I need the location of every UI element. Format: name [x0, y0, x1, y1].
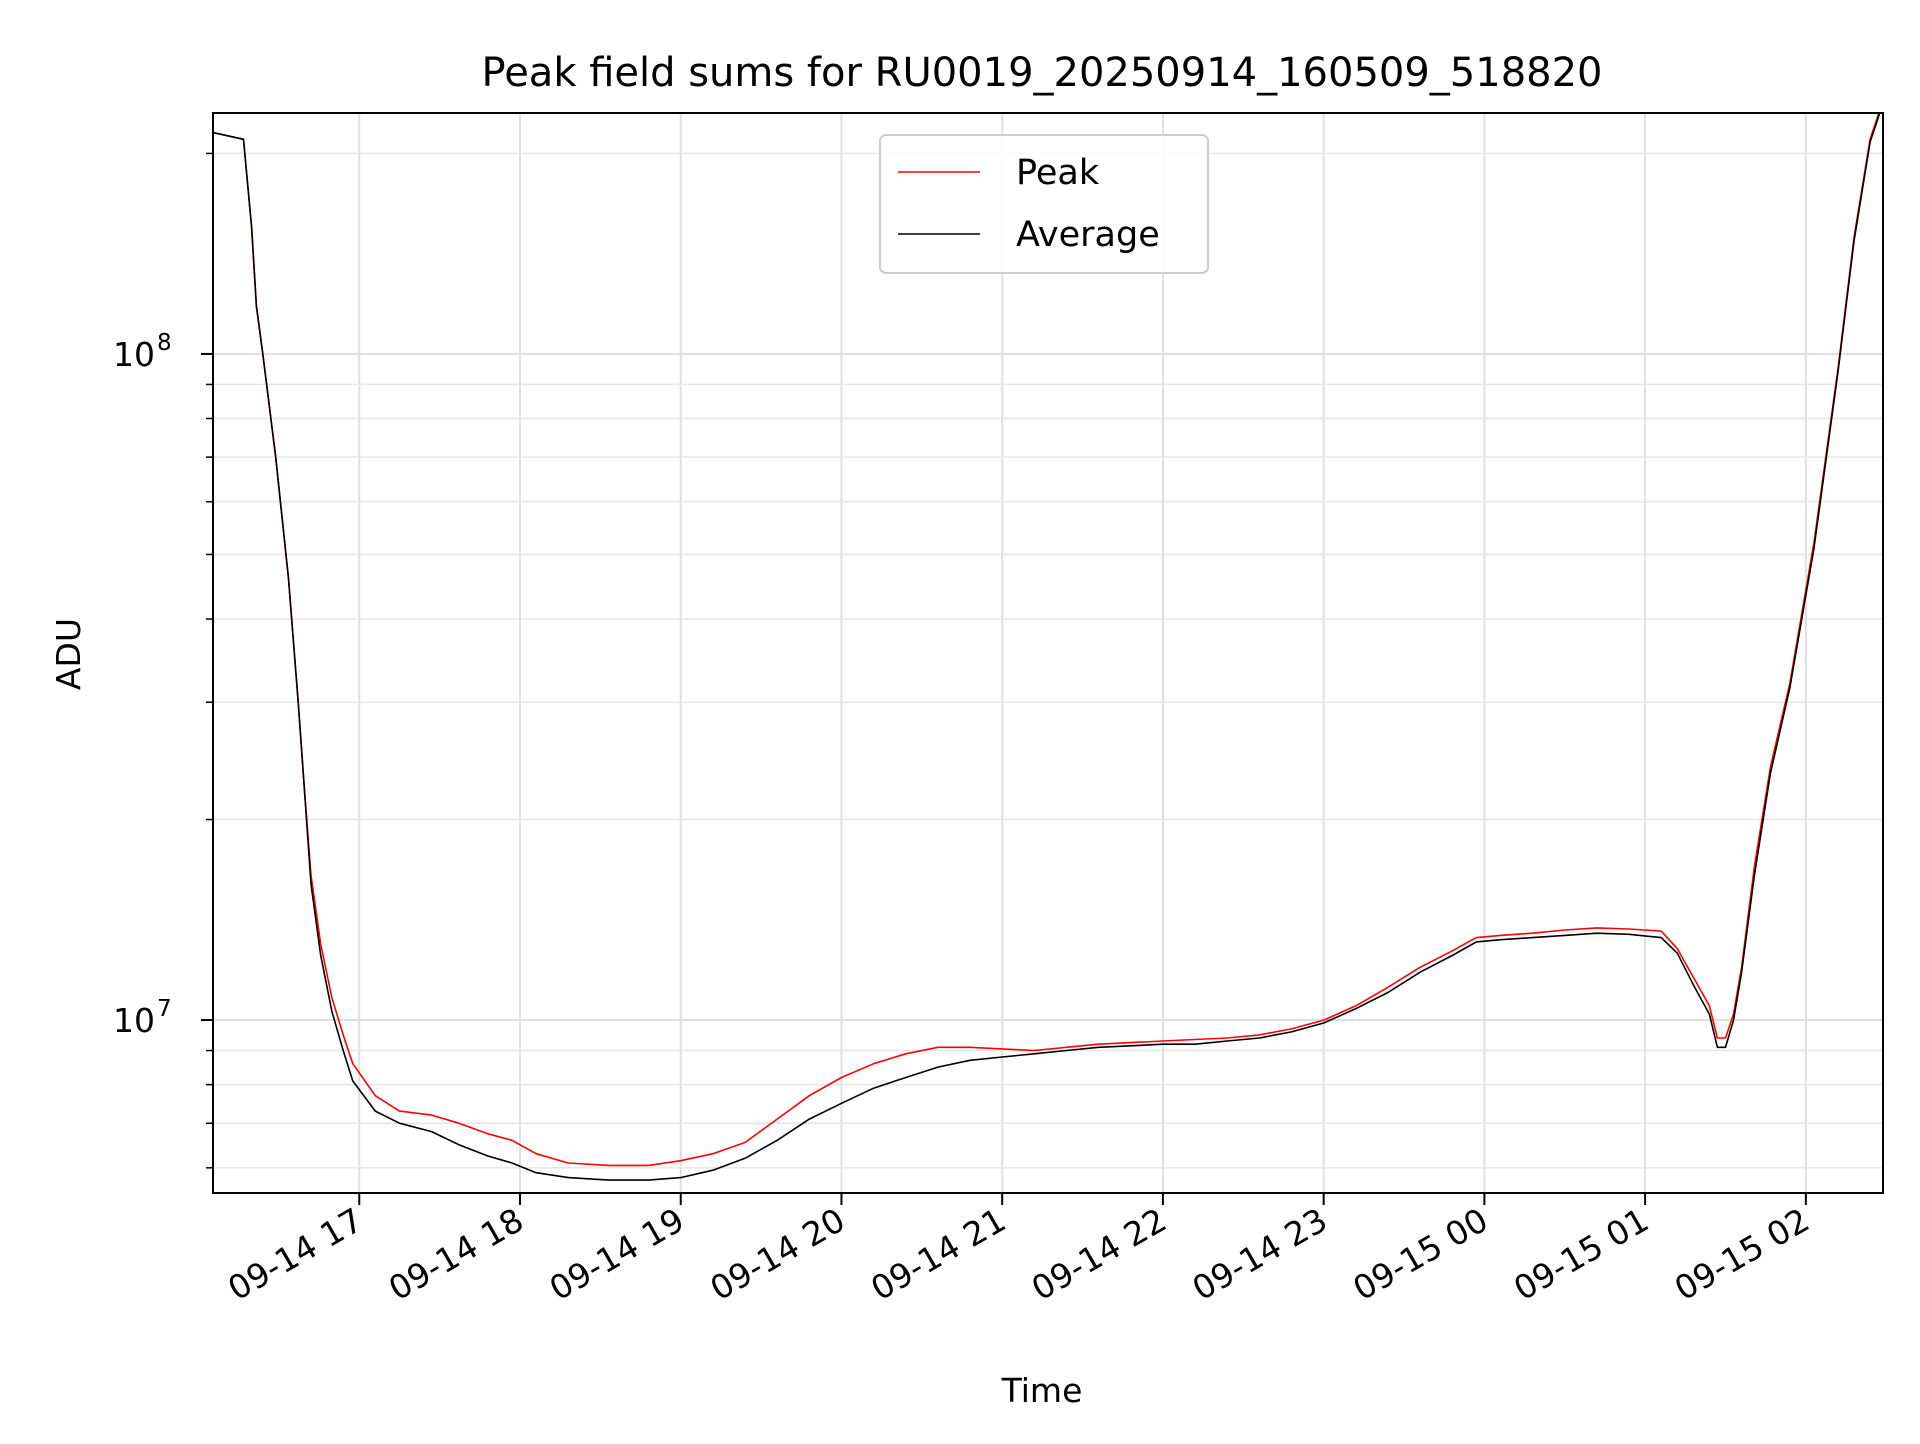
- y-tick-label: 10: [113, 1001, 155, 1040]
- legend: Peak Average: [879, 134, 1209, 274]
- y-axis-label: ADU: [49, 618, 88, 690]
- series-layer: [213, 113, 1881, 1181]
- chart-title: Peak field sums for RU0019_20250914_1605…: [482, 50, 1603, 96]
- series-line-peak: [213, 113, 1880, 1167]
- legend-label-average: Average: [1016, 215, 1160, 255]
- legend-box: [879, 134, 1209, 274]
- plot-frame: [212, 112, 1884, 1194]
- x-axis-label: Time: [1001, 1371, 1083, 1410]
- legend-label-peak: Peak: [1016, 153, 1100, 193]
- y-tick-label: 10: [113, 335, 155, 374]
- y-tick-exponent: 8: [157, 330, 172, 356]
- series-line-average: [213, 113, 1881, 1181]
- grid: [213, 113, 1883, 1193]
- y-tick-exponent: 7: [157, 996, 172, 1022]
